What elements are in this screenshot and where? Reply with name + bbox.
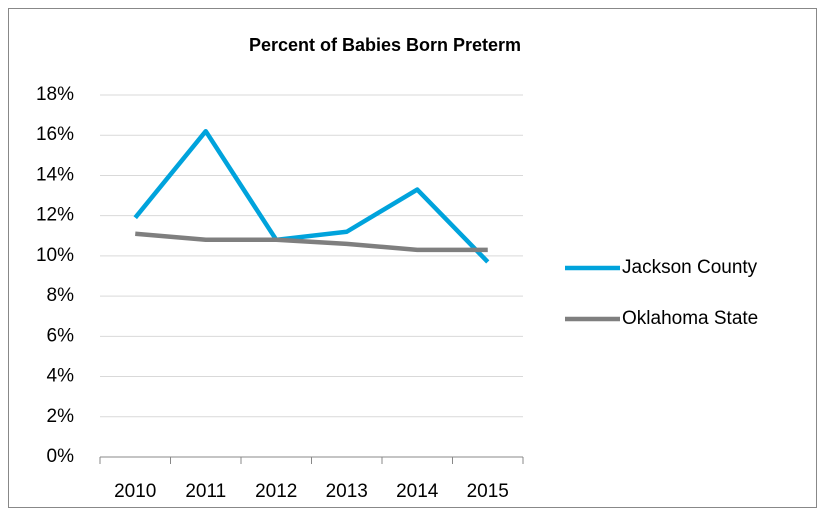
y-tick-label: 16% (36, 124, 74, 145)
y-tick-label: 12% (36, 205, 74, 226)
y-tick-label: 8% (47, 285, 75, 306)
series-line (133, 128, 490, 264)
x-tick-label: 2014 (396, 481, 439, 502)
legend-label: Jackson County (622, 257, 758, 278)
series-line (135, 231, 488, 253)
x-tick-label: 2011 (185, 481, 226, 502)
y-tick-label: 10% (36, 245, 74, 266)
x-tick-label: 2010 (114, 481, 156, 502)
y-tick-label: 6% (47, 325, 75, 346)
x-tick-label: 2012 (255, 481, 297, 502)
y-tick-label: 18% (36, 84, 74, 105)
chart-border (8, 8, 817, 508)
y-tick-label: 14% (36, 164, 74, 185)
x-tick-label: 2015 (467, 481, 509, 502)
x-tick-label: 2013 (326, 481, 368, 502)
y-tick-label: 4% (47, 366, 75, 387)
y-tick-label: 0% (47, 446, 75, 467)
chart-title: Percent of Babies Born Preterm (249, 35, 521, 55)
legend-label: Oklahoma State (622, 308, 758, 329)
y-tick-label: 2% (47, 406, 75, 427)
